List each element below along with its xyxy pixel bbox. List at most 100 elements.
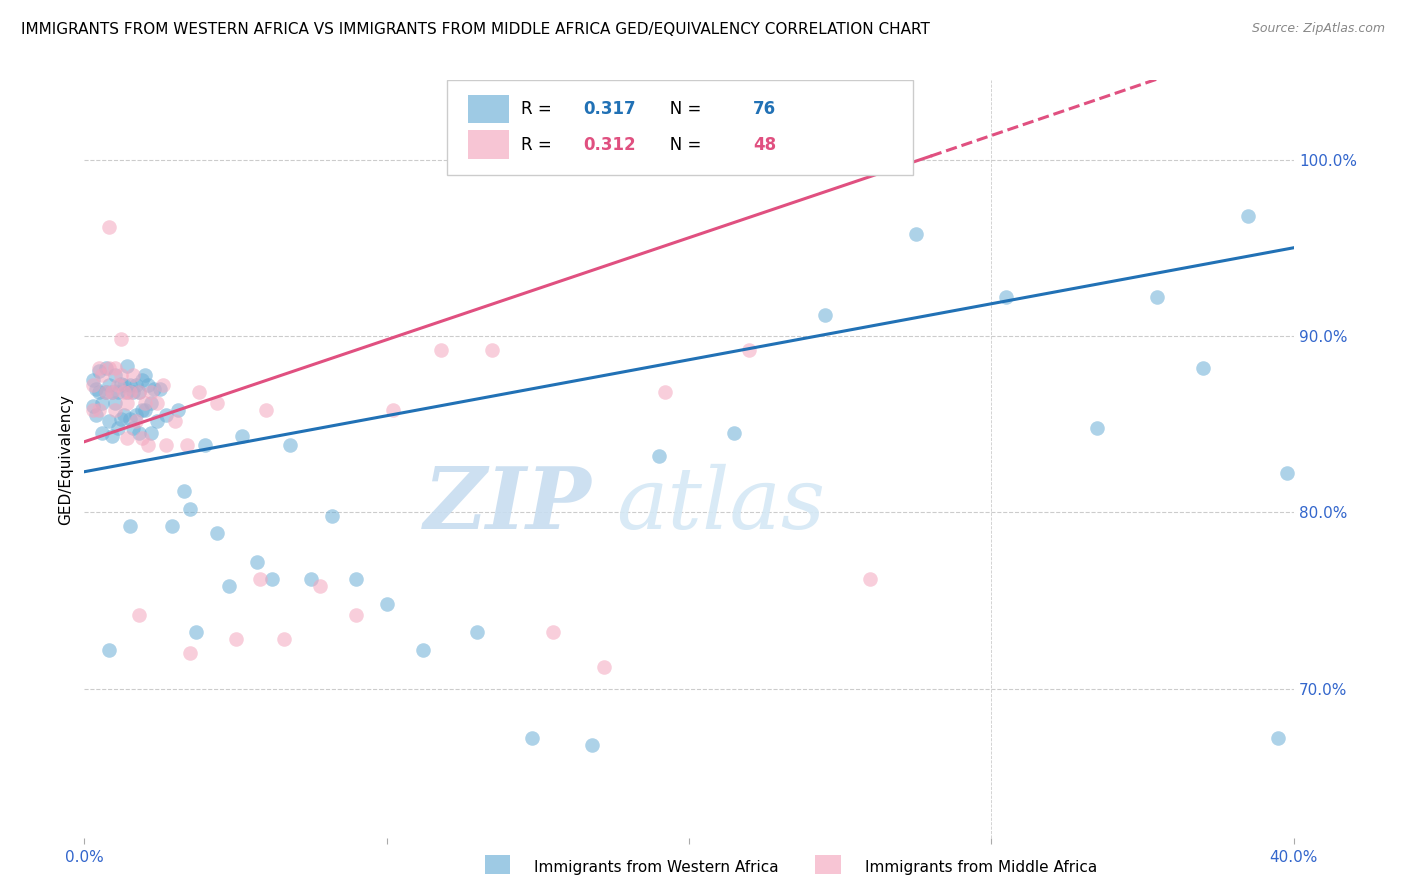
Point: [1085, 420, 1108, 434]
Point: [246, 555, 269, 569]
Point: [173, 484, 195, 499]
Text: Source: ZipAtlas.com: Source: ZipAtlas.com: [1251, 22, 1385, 36]
Point: [249, 572, 271, 586]
Point: [136, 378, 159, 392]
Point: [593, 660, 616, 674]
Point: [165, 414, 187, 428]
Point: [155, 438, 177, 452]
Text: 76: 76: [754, 100, 776, 118]
Point: [231, 429, 253, 443]
Point: [179, 646, 201, 660]
Point: [89, 403, 111, 417]
Text: atlas: atlas: [616, 464, 825, 546]
Point: [167, 403, 190, 417]
Point: [104, 403, 127, 417]
Point: [273, 632, 295, 647]
Point: [128, 607, 150, 622]
Point: [131, 403, 153, 417]
Point: [520, 731, 543, 745]
Point: [121, 420, 143, 434]
Text: N =: N =: [654, 136, 706, 153]
Point: [430, 343, 453, 357]
Point: [104, 396, 127, 410]
Point: [412, 642, 434, 657]
Point: [160, 519, 183, 533]
FancyBboxPatch shape: [447, 80, 912, 175]
Point: [1237, 209, 1260, 223]
Point: [97, 360, 120, 375]
Point: [134, 396, 156, 410]
Point: [91, 396, 114, 410]
Point: [207, 526, 229, 541]
Point: [179, 501, 201, 516]
Point: [299, 572, 322, 586]
Point: [541, 625, 564, 640]
Point: [375, 597, 398, 611]
Y-axis label: GED/Equivalency: GED/Equivalency: [58, 394, 73, 524]
Point: [97, 642, 120, 657]
Text: 48: 48: [754, 136, 776, 153]
Point: [146, 414, 169, 428]
Point: [118, 385, 141, 400]
Point: [125, 414, 148, 428]
Point: [194, 438, 217, 452]
Point: [115, 385, 138, 400]
Point: [107, 385, 129, 400]
Point: [112, 409, 135, 423]
Point: [128, 385, 150, 400]
Point: [904, 227, 927, 241]
Point: [149, 382, 172, 396]
Point: [1267, 731, 1289, 745]
Point: [82, 373, 104, 387]
Point: [125, 378, 148, 392]
Point: [136, 438, 159, 452]
Text: ZIP: ZIP: [425, 463, 592, 547]
Point: [155, 409, 177, 423]
Point: [115, 431, 138, 445]
Point: [225, 632, 247, 647]
Point: [118, 378, 141, 392]
Point: [995, 290, 1018, 304]
Point: [142, 382, 165, 396]
Point: [381, 403, 404, 417]
Point: [125, 409, 148, 423]
Point: [94, 360, 117, 375]
Point: [260, 572, 283, 586]
Point: [218, 579, 240, 593]
Point: [1192, 360, 1215, 375]
Point: [82, 378, 104, 392]
Point: [188, 385, 211, 400]
Point: [86, 382, 108, 396]
FancyBboxPatch shape: [468, 95, 509, 123]
Point: [121, 385, 143, 400]
Point: [97, 414, 120, 428]
Text: Immigrants from Middle Africa: Immigrants from Middle Africa: [865, 860, 1097, 874]
Point: [654, 385, 676, 400]
Text: N =: N =: [654, 100, 706, 118]
Point: [112, 378, 135, 392]
Point: [723, 425, 745, 440]
Point: [100, 385, 122, 400]
Point: [1146, 290, 1168, 304]
Point: [128, 385, 150, 400]
Point: [859, 572, 882, 586]
Text: 0.312: 0.312: [583, 136, 637, 153]
Point: [139, 396, 162, 410]
Point: [94, 385, 117, 400]
Point: [346, 572, 368, 586]
Point: [309, 579, 332, 593]
Point: [254, 403, 277, 417]
Point: [110, 333, 132, 347]
Point: [94, 385, 117, 400]
Point: [82, 400, 104, 414]
Point: [107, 378, 129, 392]
Point: [112, 385, 135, 400]
Text: IMMIGRANTS FROM WESTERN AFRICA VS IMMIGRANTS FROM MIDDLE AFRICA GED/EQUIVALENCY : IMMIGRANTS FROM WESTERN AFRICA VS IMMIGR…: [21, 22, 929, 37]
Point: [89, 385, 111, 400]
Point: [115, 359, 138, 373]
Point: [86, 409, 108, 423]
Point: [115, 396, 138, 410]
Point: [97, 219, 120, 234]
Text: R =: R =: [520, 100, 557, 118]
Point: [146, 396, 169, 410]
